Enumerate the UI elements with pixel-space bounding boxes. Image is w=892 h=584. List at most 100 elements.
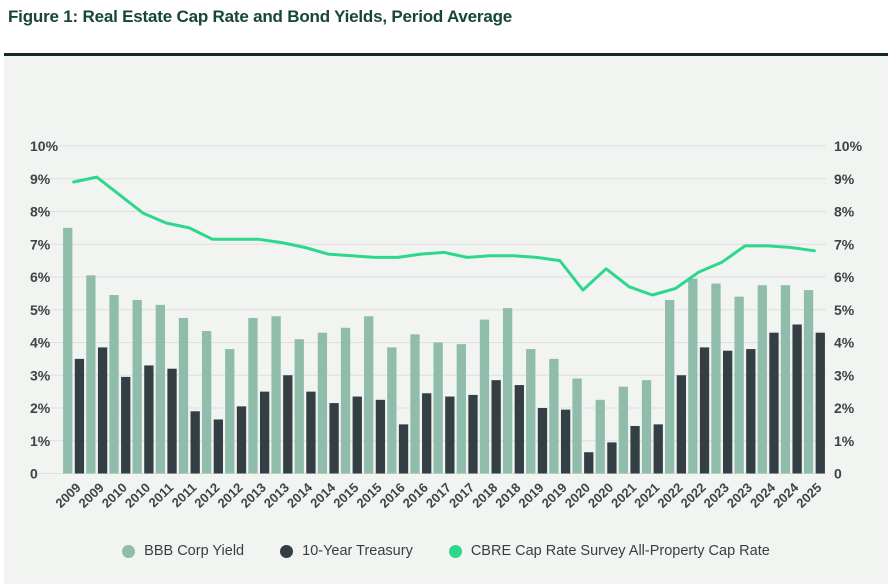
10-year-treasury-bar-2015 xyxy=(375,399,386,474)
x-tick-label: 2016 xyxy=(400,480,431,511)
bbb-corp-yield-bar-2024 xyxy=(757,285,767,474)
10-year-treasury-bar-2021 xyxy=(653,424,663,474)
x-tick-label: 2021 xyxy=(608,480,639,511)
x-tick-label: 2009 xyxy=(76,480,107,511)
x-tick-label: 2015 xyxy=(330,480,361,511)
legend-item-cbre-cap-rate-survey-all-property-cap-rate: CBRE Cap Rate Survey All-Property Cap Ra… xyxy=(448,543,770,559)
x-tick-label: 2022 xyxy=(654,480,685,511)
y-tick-label-left: 9% xyxy=(30,171,51,187)
y-tick-label-right: 7% xyxy=(834,236,855,252)
bbb-corp-yield-bar-2014 xyxy=(294,339,304,474)
y-tick-label-left: 5% xyxy=(30,302,51,318)
10-year-treasury-bar-2013 xyxy=(259,391,270,474)
x-tick-label: 2018 xyxy=(492,480,523,511)
bbb-corp-yield-bar-2021 xyxy=(618,386,629,474)
bbb-corp-yield-bar-2010 xyxy=(109,295,119,474)
x-tick-label: 2011 xyxy=(169,480,200,510)
10-year-treasury-bar-2025 xyxy=(815,332,825,474)
10-year-treasury-bar-2011 xyxy=(190,411,200,474)
bbb-corp-yield-bar-2023 xyxy=(711,283,721,474)
y-axis-labels-left: 10% 9% 8% 7% 6% 5% 4% 3% 2% 1% 0 xyxy=(30,138,59,482)
y-tick-label-left: 1% xyxy=(30,433,51,449)
x-tick-label: 2025 xyxy=(793,480,824,511)
y-tick-label-right: 8% xyxy=(834,204,855,220)
10-year-treasury-bar-2023 xyxy=(723,350,733,474)
bbb-corp-yield-bar-2011 xyxy=(155,304,165,474)
bbb-corp-yield-bar-2017 xyxy=(433,342,443,474)
bbb-corp-yield-bar-2012 xyxy=(201,331,212,474)
legend-label: CBRE Cap Rate Survey All-Property Cap Ra… xyxy=(470,543,770,559)
y-tick-label-right: 6% xyxy=(834,269,855,285)
10-year-treasury-bar-2009 xyxy=(97,347,108,474)
y-tick-label-right: 1% xyxy=(834,433,855,449)
10-year-treasury-bar-2010 xyxy=(121,376,131,474)
bbb-corp-yield-bar-2015 xyxy=(340,327,351,474)
bbb-corp-yield-bar-2025 xyxy=(803,290,814,474)
x-tick-label: 2010 xyxy=(99,480,130,511)
10-year-treasury-bar-2011 xyxy=(167,368,177,474)
y-tick-label-left: 0 xyxy=(30,466,38,482)
10-year-treasury-bar-2015 xyxy=(352,396,362,474)
y-tick-label-left: 8% xyxy=(30,204,51,220)
x-tick-label: 2022 xyxy=(678,480,709,511)
y-tick-label-left: 7% xyxy=(30,236,51,252)
x-tick-label: 2012 xyxy=(214,480,245,511)
10-year-treasury-bar-2020 xyxy=(584,452,594,474)
10-year-treasury-bar-2022 xyxy=(699,347,710,474)
bbb-corp-yield-bar-2012 xyxy=(225,349,235,474)
10-year-treasury-bar-2021 xyxy=(630,426,640,474)
y-tick-label-left: 2% xyxy=(30,400,51,416)
x-tick-label: 2019 xyxy=(515,480,546,511)
y-tick-label-left: 6% xyxy=(30,269,51,285)
chart-panel: 10% 9% 8% 7% 6% 5% 4% 3% 2% 1% 0 10% 9% 8% 7% 6% 5% 4% 3% 2… xyxy=(4,53,888,584)
10-year-treasury-bar-2023 xyxy=(746,349,756,474)
cbre-cap-rate-survey-all-property-cap-rate-legend-marker-icon xyxy=(448,544,462,558)
10-year-treasury-bar-2024 xyxy=(792,324,802,474)
bbb-corp-yield-bar-2024 xyxy=(780,285,791,474)
cbre-cap-rate-survey-all-property-cap-rate-line xyxy=(72,175,816,297)
10-year-treasury-bar-2018 xyxy=(491,380,501,474)
legend-item-bbb-corp-yield: BBB Corp Yield xyxy=(122,543,244,559)
y-tick-label-right: 4% xyxy=(834,335,855,351)
10-year-treasury-legend-marker-icon xyxy=(280,544,294,558)
10-year-treasury-bar-2017 xyxy=(468,394,478,474)
x-tick-label: 2019 xyxy=(539,480,570,511)
figure-title: Figure 1: Real Estate Cap Rate and Bond … xyxy=(8,7,513,26)
legend-label: BBB Corp Yield xyxy=(144,543,245,559)
bbb-corp-yield-bars xyxy=(63,227,814,474)
chart-legend: BBB Corp Yield 10-Year Treasury CBRE Cap R… xyxy=(4,543,888,559)
y-axis-labels-right: 10% 9% 8% 7% 6% 5% 4% 3% 2% 1% 0 xyxy=(834,138,863,482)
y-tick-label-left: 4% xyxy=(30,335,51,351)
y-tick-label-left: 3% xyxy=(30,367,51,383)
x-tick-label: 2017 xyxy=(446,480,477,511)
x-tick-label: 2011 xyxy=(146,480,177,510)
x-tick-label: 2020 xyxy=(562,480,593,511)
10-year-treasury-bars xyxy=(74,324,825,474)
y-tick-label-right: 0 xyxy=(834,466,842,482)
x-tick-label: 2018 xyxy=(469,480,500,511)
10-year-treasury-bar-2019 xyxy=(560,409,571,474)
y-tick-label-right: 10% xyxy=(834,138,863,154)
y-tick-label-right: 9% xyxy=(834,171,855,187)
x-tick-label: 2013 xyxy=(238,480,269,511)
10-year-treasury-bar-2012 xyxy=(213,419,223,474)
10-year-treasury-bar-2016 xyxy=(422,393,432,474)
y-tick-label-left: 10% xyxy=(30,138,59,154)
x-tick-label: 2016 xyxy=(377,480,408,511)
x-tick-label: 2013 xyxy=(261,480,292,511)
10-year-treasury-bar-2010 xyxy=(144,365,154,474)
bbb-corp-yield-bar-2018 xyxy=(502,308,513,474)
bbb-corp-yield-bar-2009 xyxy=(63,227,73,474)
bbb-corp-yield-bar-2018 xyxy=(479,319,490,474)
10-year-treasury-bar-2017 xyxy=(445,396,455,474)
y-tick-label-right: 2% xyxy=(834,400,855,416)
bbb-corp-yield-bar-2021 xyxy=(641,380,652,474)
bbb-corp-yield-bar-2020 xyxy=(595,399,605,474)
legend-label: 10-Year Treasury xyxy=(302,543,413,559)
10-year-treasury-bar-2020 xyxy=(607,442,617,474)
bbb-corp-yield-bar-2014 xyxy=(317,332,328,474)
10-year-treasury-bar-2013 xyxy=(283,375,293,474)
bbb-corp-yield-bar-2009 xyxy=(86,275,96,474)
bbb-corp-yield-bar-2016 xyxy=(387,347,397,474)
